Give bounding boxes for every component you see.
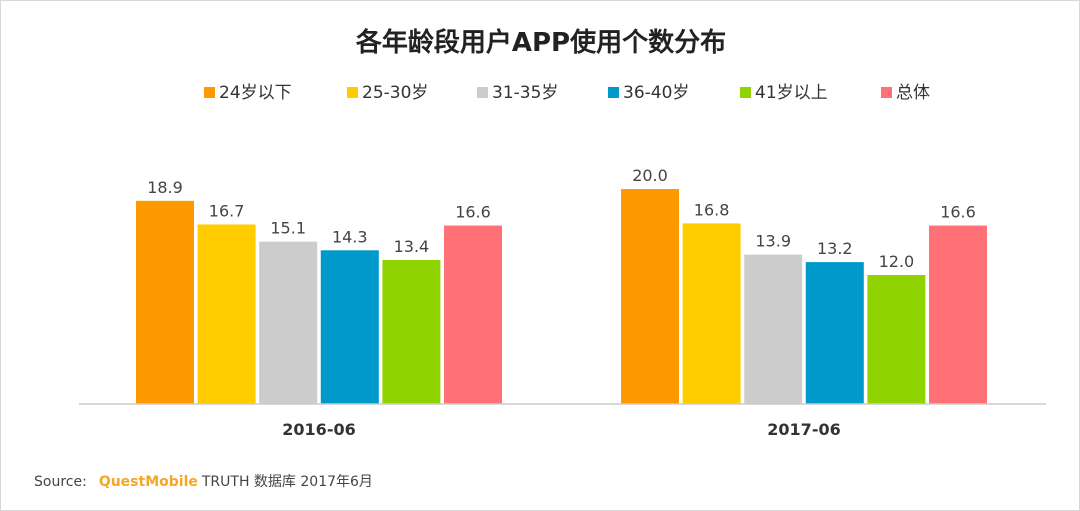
legend-swatch [881,87,892,98]
bar [929,225,987,404]
bar [197,224,256,404]
bar [744,254,803,404]
legend: 24岁以下 25-30岁 31-35岁 36-40岁 41岁以上 总体 [204,83,930,103]
source-label: Source: [34,474,87,490]
bar [136,200,194,404]
x-tick-label: 2017-06 [767,420,840,439]
legend-label: 25-30岁 [362,83,428,103]
bar [682,223,741,404]
bar [867,275,926,404]
legend-label: 总体 [896,83,930,103]
data-label: 18.9 [147,178,183,197]
legend-label: 36-40岁 [623,83,689,103]
bar [805,262,864,404]
data-label: 14.3 [332,227,368,246]
bar [382,259,441,404]
legend-swatch [477,87,488,98]
data-label: 20.0 [632,166,668,185]
data-label: 13.4 [394,237,430,256]
source-note: Source: QuestMobile TRUTH 数据库 2017年6月 [34,471,373,491]
x-tick-label: 2016-06 [282,420,355,439]
bar [320,250,379,404]
source-text: TRUTH 数据库 2017年6月 [201,474,373,490]
legend-swatch [608,87,619,98]
data-label: 16.7 [209,201,245,220]
legend-label: 41岁以上 [755,83,828,103]
data-label: 16.6 [940,203,976,222]
chart-title: 各年龄段用户APP使用个数分布 [355,27,726,58]
legend-label: 24岁以下 [219,83,292,103]
data-label: 15.1 [270,219,306,238]
legend-label: 31-35岁 [492,83,558,103]
data-label: 16.6 [455,203,491,222]
data-label: 13.2 [817,239,853,258]
data-label: 12.0 [879,252,915,271]
bar [444,225,502,404]
legend-swatch [347,87,358,98]
data-label: 13.9 [755,232,791,251]
legend-swatch [740,87,751,98]
legend-swatch [204,87,215,98]
data-label: 16.8 [694,200,730,219]
source-brand: QuestMobile [98,474,198,490]
bar [621,189,679,404]
bar [259,241,318,404]
bars: 18.9 16.7 15.1 14.3 13.4 16.6 20.0 16.8 13.9 13.2… [136,166,987,404]
